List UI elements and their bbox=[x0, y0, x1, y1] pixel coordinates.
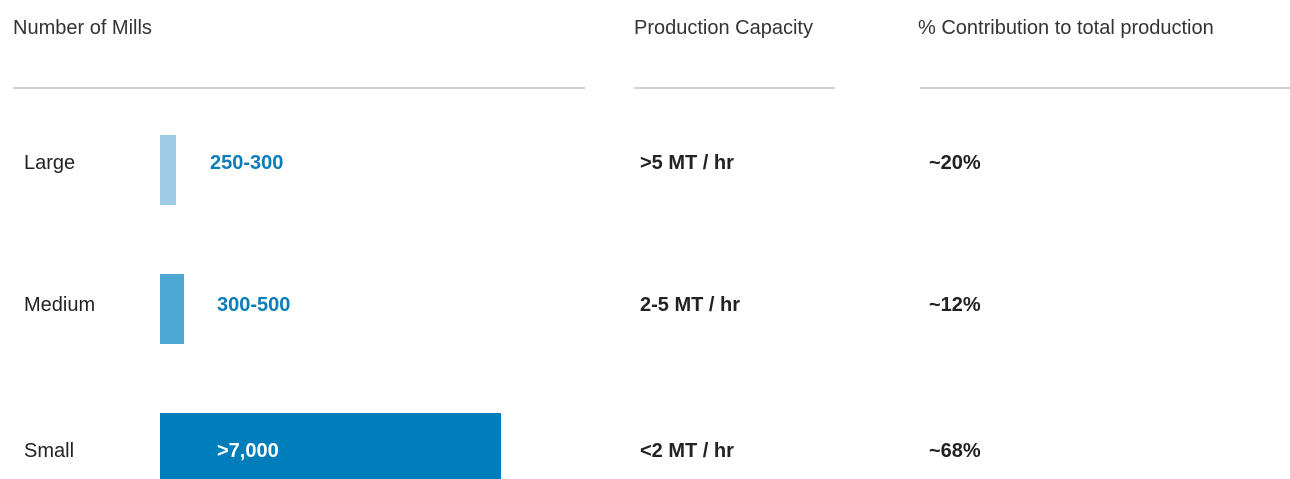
divider-capacity bbox=[634, 87, 835, 89]
contribution-large: ~20% bbox=[929, 152, 981, 174]
category-label-large: Large bbox=[24, 152, 76, 174]
mill-count-small: >7,000 bbox=[217, 440, 279, 462]
bar-small bbox=[160, 413, 501, 479]
category-label-small: Small bbox=[24, 440, 75, 462]
header-number-of-mills: Number of Mills bbox=[13, 17, 152, 39]
bar-medium bbox=[160, 274, 184, 344]
header-production-capacity: Production Capacity bbox=[634, 17, 813, 39]
category-label-medium: Medium bbox=[24, 294, 96, 316]
divider-mills bbox=[13, 87, 585, 89]
mill-count-medium: 300-500 bbox=[217, 294, 291, 316]
bar-large bbox=[160, 135, 176, 205]
contribution-medium: ~12% bbox=[929, 294, 981, 316]
capacity-medium: 2-5 MT / hr bbox=[640, 294, 741, 316]
contribution-small: ~68% bbox=[929, 440, 981, 462]
capacity-small: <2 MT / hr bbox=[640, 440, 734, 462]
header-contribution: % Contribution to total production bbox=[918, 17, 1214, 39]
mill-count-large: 250-300 bbox=[210, 152, 284, 174]
capacity-large: >5 MT / hr bbox=[640, 152, 734, 174]
divider-contribution bbox=[920, 87, 1290, 89]
